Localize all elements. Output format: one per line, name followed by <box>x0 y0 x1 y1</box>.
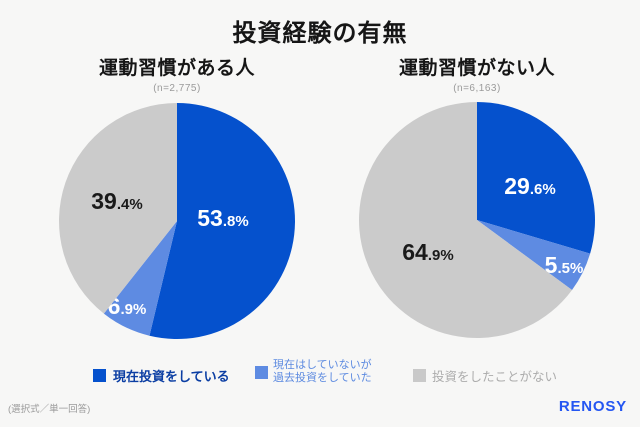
pie-slice <box>477 102 595 254</box>
left-chart-sample-size: (n=2,775) <box>153 83 201 94</box>
renosy-logo: RENOSY <box>558 398 627 415</box>
pie-slice-value-label: 5.5% <box>545 252 584 278</box>
pie-chart-no-exercise: 29.6% 5.5% 64.9% <box>359 102 595 338</box>
legend-swatch-dark-blue-icon <box>93 369 106 382</box>
pie-slice <box>103 221 177 336</box>
legend-swatch-light-blue-icon <box>255 365 268 379</box>
pie-slice <box>149 103 295 339</box>
pie-slice <box>359 102 573 338</box>
left-chart-header: 運動習慣がある人 (n=2,775) <box>52 53 302 94</box>
legend-label: 現在はしていないが 過去投資をしていた <box>273 359 372 384</box>
legend-label: 現在投資をしている <box>113 369 230 384</box>
pie-slice-value-label: 29.6% <box>504 173 555 199</box>
pie-chart-exercise: 53.8%6.9%39.4% <box>59 103 295 339</box>
survey-method-note: (選択式／単一回答) <box>8 404 91 415</box>
legend-item-past-investing: 現在はしていないが 過去投資をしていた <box>255 359 372 385</box>
legend-label: 投資をしたことがない <box>432 370 558 384</box>
right-chart-sample-size: (n=6,163) <box>453 83 501 94</box>
legend-item-never-invested: 投資をしたことがない <box>413 366 557 385</box>
pie-slice <box>477 220 591 290</box>
page-title: 投資経験の有無 <box>232 20 408 47</box>
legend-swatch-gray-icon <box>413 369 426 382</box>
pie-slice <box>59 103 177 314</box>
pie-slice-value-label: 39.4% <box>91 188 142 214</box>
pie-slice-value-label: 53.8% <box>197 205 248 231</box>
pie-slice-value-label: 64.9% <box>402 239 453 265</box>
right-chart-header: 運動習慣がない人 (n=6,163) <box>352 53 602 94</box>
left-chart-title: 運動習慣がある人 <box>98 58 255 79</box>
legend-item-currently-investing: 現在投資をしている <box>93 366 230 385</box>
right-chart-title: 運動習慣がない人 <box>398 58 555 79</box>
